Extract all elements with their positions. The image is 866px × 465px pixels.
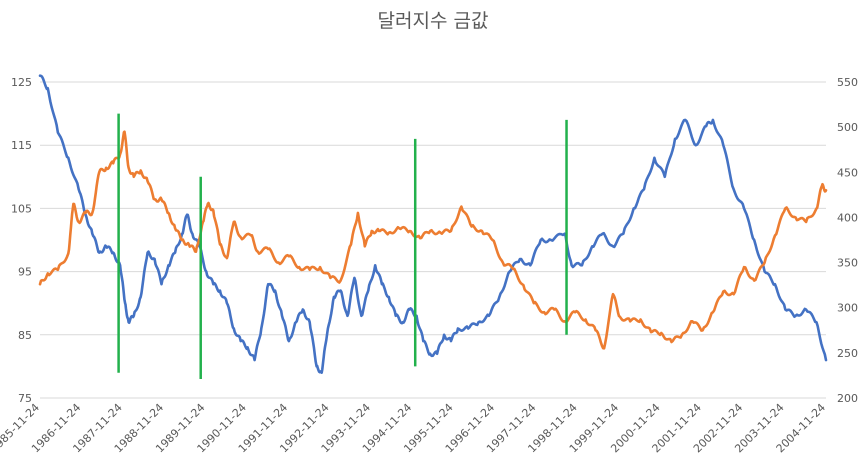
y-left-tick-label: 125	[11, 76, 32, 89]
y-right-tick-label: 300	[837, 302, 858, 315]
y-right-tick-label: 350	[837, 257, 858, 270]
y-left-tick-label: 105	[11, 202, 32, 215]
y-right-tick-label: 250	[837, 347, 858, 360]
y-left-tick-label: 115	[11, 139, 32, 152]
y-left-tick-label: 95	[18, 266, 32, 279]
y-left-tick-label: 85	[18, 329, 32, 342]
grid-lines	[40, 81, 826, 399]
series-line-left	[38, 74, 828, 374]
left-y-axis: 75 85 95 105 115 125	[11, 76, 32, 405]
y-right-tick-label: 450	[837, 166, 858, 179]
y-right-tick-label: 400	[837, 211, 858, 224]
y-right-tick-label: 500	[837, 121, 858, 134]
x-axis: 1985-11-241986-11-241987-11-241988-11-24…	[0, 401, 828, 455]
chart-title: 달러지수 금값	[377, 10, 489, 32]
y-right-tick-label: 200	[837, 392, 858, 405]
y-left-tick-label: 75	[18, 392, 32, 405]
series-lines	[38, 74, 828, 374]
event-markers	[117, 113, 568, 380]
y-right-tick-label: 550	[837, 76, 858, 89]
series-line-right	[38, 130, 828, 350]
right-y-axis: 200 250 300 350 400 450 500 550	[837, 76, 858, 405]
